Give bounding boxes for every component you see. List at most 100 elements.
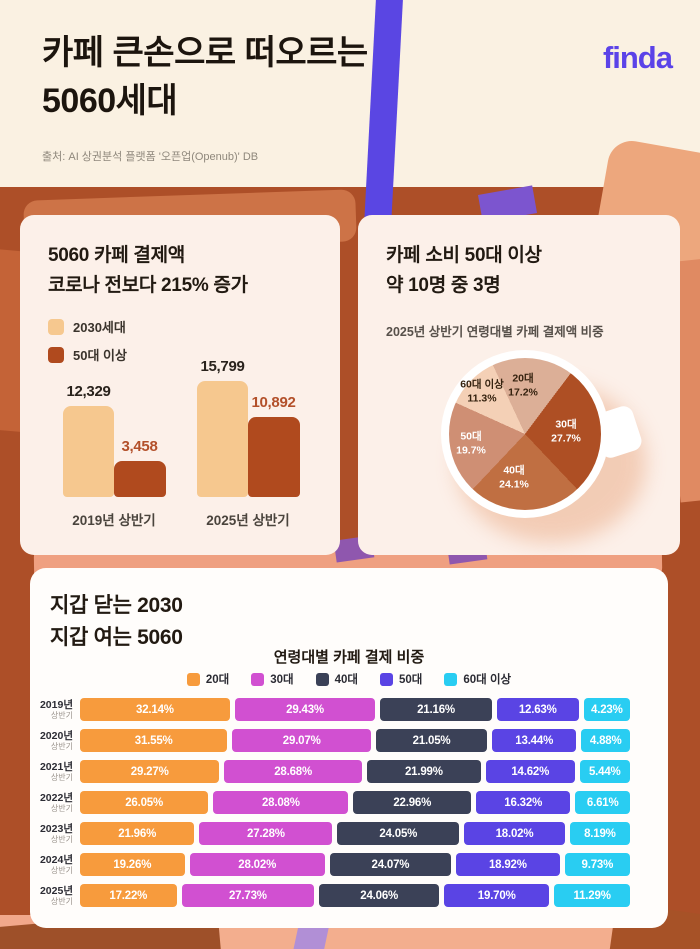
trend-segment-20대: 31.55% [80,729,228,752]
trend-row-bars: 19.26% 28.02% 24.07% 18.92% 9.73% [80,853,630,876]
pie-coffee: 20대 17.2% 30대 27.7% 40대 24.1% 50대 19.7% 60대 이상 11… [449,358,601,510]
legend-swatch-2030 [48,318,64,335]
card-trend-title-line1: 지갑 닫는 2030 [50,594,183,617]
trend-row-2023년: 2023년 상반기 21.96% 27.28% 24.05% 18.02% 8.19% [30,822,668,845]
trend-segment-20대: 17.22% [80,884,177,907]
trend-segment-50대: 18.02% [464,822,565,845]
trend-segment-20대: 32.14% [80,698,230,721]
trend-segment-30대: 29.07% [232,729,372,752]
trend-row-bars: 32.14% 29.43% 21.16% 12.63% 4.23% [80,698,630,721]
trend-row-bars: 29.27% 28.68% 21.99% 14.62% 5.44% [80,760,631,783]
trend-segment-60대 이상: 6.61% [575,791,630,814]
card-payment-title: 5060 카페 결제액 코로나 전보다 215% 증가 [48,241,248,302]
trend-row-bars: 17.22% 27.73% 24.06% 19.70% 11.29% [80,884,630,907]
legend-item-50plus: 50대 이상 [48,345,127,364]
legend-item-50s: 50대 [380,671,422,687]
trend-segment-60대 이상: 5.44% [579,760,631,783]
legend-item-20s: 20대 [186,671,230,687]
trend-segment-60대 이상: 4.88% [581,729,630,752]
card-payment-title-line2: 코로나 전보다 215% 증가 [48,275,248,297]
trend-segment-40대: 21.05% [376,729,487,752]
trend-legend: 20대 30대 40대 50대 60대 이상 [30,671,668,687]
bar-value-label: 15,799 [200,358,245,375]
legend-label-20s: 20대 [205,674,230,686]
trend-segment-50대: 13.44% [491,729,577,752]
trend-segment-40대: 21.99% [366,760,481,783]
trend-row-2020년: 2020년 상반기 31.55% 29.07% 21.05% 13.44% 4.88% [30,729,668,752]
legend-swatch-50plus [48,346,64,363]
card-payment-title-line1: 5060 카페 결제액 [48,245,185,266]
legend-item-30s: 30대 [251,671,294,687]
trend-segment-30대: 28.08% [213,791,349,814]
trend-row-2022년: 2022년 상반기 26.05% 28.08% 22.96% 16.32% 6.61% [30,791,668,814]
trend-segment-50대: 12.63% [496,698,579,721]
bar-axis-label: 2025년 상반기 [206,513,290,528]
pie-label-50대: 50대 19.7% [456,430,486,456]
trend-segment-40대: 21.16% [380,698,492,721]
card-pie-title-line2: 약 10명 중 3명 [386,275,501,297]
page-title-line2: 5060세대 [42,81,178,120]
trend-segment-60대 이상: 4.23% [583,698,630,721]
bar-2030세대-2019년 상반기 [63,406,114,497]
legend-label-50s: 50대 [399,674,423,686]
card-trend-title-line2: 지갑 여는 5060 [50,625,183,649]
trend-segment-60대 이상: 8.19% [569,822,630,845]
trend-row-label: 2019년 상반기 [39,698,73,720]
bar-axis-label: 2019년 상반기 [72,513,156,528]
legend-label-2030: 2030세대 [73,320,126,335]
trend-segment-20대: 21.96% [80,822,195,845]
pie-label-60대 이상: 60대 이상 11.3% [460,378,504,404]
trend-row-bars: 26.05% 28.08% 22.96% 16.32% 6.61% [80,791,630,814]
pie-label-40대: 40대 24.1% [499,464,529,490]
legend-item-2030: 2030세대 [48,317,127,336]
legend-swatch-50s [380,672,393,686]
trend-row-label: 2023년 상반기 [39,822,73,844]
bar-50대 이상-2025년 상반기 [248,417,300,497]
trend-segment-40대: 24.07% [329,853,452,876]
legend-swatch-30s [251,672,265,686]
legend-swatch-20s [186,672,200,686]
bar-value-label: 3,458 [121,438,158,455]
legend-label-40s: 40대 [334,674,358,686]
pie-label-30대: 30대 27.7% [551,418,581,444]
legend-item-40s: 40대 [315,671,358,687]
trend-segment-50대: 19.70% [444,884,550,907]
trend-row-label: 2024년 상반기 [39,853,73,875]
trend-segment-40대: 24.06% [319,884,440,907]
trend-segment-30대: 27.28% [199,822,333,845]
trend-segment-50대: 18.92% [456,853,560,876]
trend-segment-30대: 29.43% [234,698,376,721]
bar-value-label: 10,892 [251,394,296,411]
legend-label-30s: 30대 [270,674,294,686]
trend-segment-20대: 29.27% [80,760,220,783]
legend-swatch-60plus [444,672,458,686]
trend-segment-50대: 14.62% [485,760,575,783]
trend-rows: 2019년 상반기 32.14% 29.43% 21.16% 12.63% 4.23% 202… [30,698,668,915]
legend-label-50plus: 50대 이상 [73,348,127,363]
card-pie-title: 카페 소비 50대 이상 약 10명 중 3명 [386,241,542,302]
trend-row-2024년: 2024년 상반기 19.26% 28.02% 24.07% 18.92% 9.73% [30,853,668,876]
card-pie-title-line1: 카페 소비 50대 이상 [386,245,542,266]
trend-row-2019년: 2019년 상반기 32.14% 29.43% 21.16% 12.63% 4.23% [30,698,668,721]
trend-row-label: 2020년 상반기 [39,729,73,751]
trend-segment-50대: 16.32% [475,791,571,814]
trend-segment-20대: 26.05% [80,791,209,814]
source-note: 출처: AI 상권분석 플랫폼 '오픈업(Openub)' DB [42,151,259,163]
page-title-line1: 카페 큰손으로 떠오르는 [42,34,368,72]
trend-row-label: 2025년 상반기 [39,884,73,906]
legend-swatch-40s [315,672,329,686]
trend-row-label: 2022년 상반기 [39,791,73,813]
header: 카페 큰손으로 떠오르는 5060세대 출처: AI 상권분석 플랫폼 '오픈업… [0,0,700,187]
trend-row-bars: 31.55% 29.07% 21.05% 13.44% 4.88% [80,729,630,752]
payment-legend: 2030세대 50대 이상 [48,317,127,373]
trend-segment-30대: 28.02% [189,853,325,876]
trend-segment-60대 이상: 9.73% [564,853,630,876]
finda-logo: finda [602,40,673,75]
legend-label-60plus: 60대 이상 [463,674,512,686]
page-title: 카페 큰손으로 떠오르는 5060세대 [42,30,368,125]
trend-row-label: 2021년 상반기 [39,760,73,782]
card-payment: 5060 카페 결제액 코로나 전보다 215% 증가 2030세대 50대 이… [20,215,340,555]
trend-segment-60대 이상: 11.29% [554,884,630,907]
card-pie-subtitle: 2025년 상반기 연령대별 카페 결제액 비중 [386,325,604,339]
